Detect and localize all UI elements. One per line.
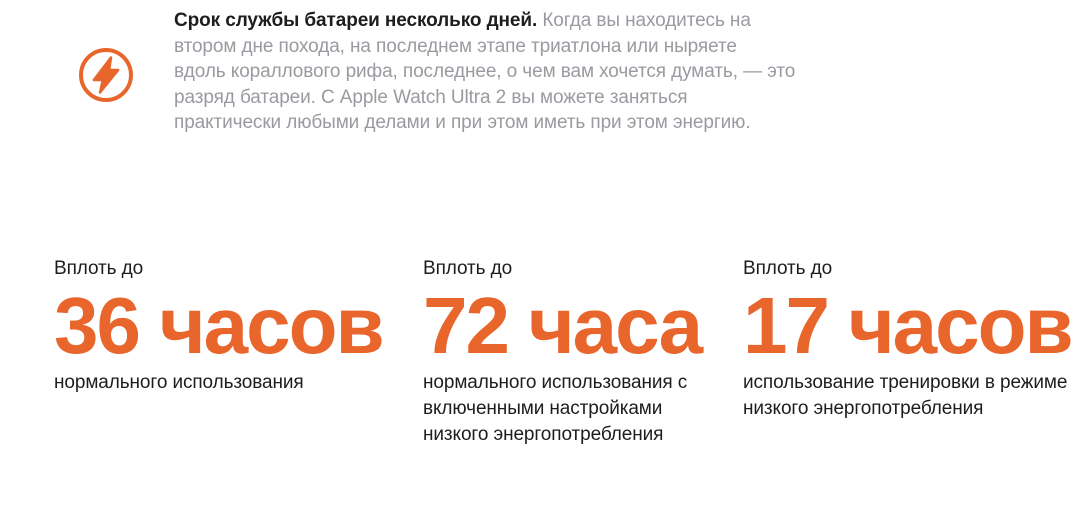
battery-intro: Срок службы батареи несколько дней. Когд… <box>0 0 1078 136</box>
stat-normal-use: Вплоть до 36 часов нормального использов… <box>54 256 423 448</box>
stat-description: нормального использования <box>54 371 304 393</box>
stat-eyebrow: Вплоть до <box>743 257 833 279</box>
stat-value: 36 часов <box>54 280 385 370</box>
stat-workout-low-power: Вплоть до 17 часов использование трениро… <box>743 256 1077 448</box>
stat-description: нормального использования с включенными … <box>423 371 688 445</box>
intro-body: Когда вы находитесь на втором дне похода… <box>174 10 796 133</box>
stat-eyebrow: Вплоть до <box>423 257 513 279</box>
stat-eyebrow: Вплоть до <box>54 257 144 279</box>
stat-description: использование тренировки в режиме низког… <box>743 371 1068 419</box>
stat-value: 72 часа <box>423 280 703 370</box>
intro-paragraph: Срок службы батареи несколько дней. Когд… <box>174 8 814 136</box>
stat-value: 17 часов <box>743 280 1074 370</box>
lightning-bolt-icon <box>78 47 134 103</box>
intro-lead: Срок службы батареи несколько дней. <box>174 10 538 31</box>
battery-stats: Вплоть до 36 часов нормального использов… <box>54 256 1078 448</box>
stat-low-power-settings: Вплоть до 72 часа нормального использова… <box>423 256 743 448</box>
